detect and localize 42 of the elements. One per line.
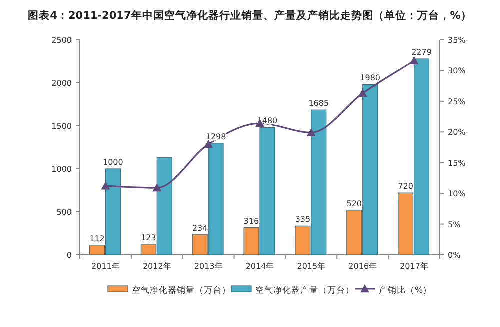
y-tick-label: 1500 xyxy=(52,122,72,131)
y2-tick-label: 25% xyxy=(448,97,466,106)
legend-label: 产销比（%） xyxy=(379,285,432,296)
x-tick-label: 2011年 xyxy=(92,262,120,271)
x-tick-label: 2014年 xyxy=(246,262,274,271)
point xyxy=(410,56,419,64)
data-label: 1685 xyxy=(308,99,330,108)
y-tick-label: 2500 xyxy=(52,36,72,45)
data-label: 720 xyxy=(398,182,414,192)
y2-tick-label: 30% xyxy=(448,66,466,76)
point xyxy=(358,88,368,98)
chart-title: 图表4：2011-2017年中国空气净化器行业销量、产量及产销比走势图（单位：万台，%） xyxy=(28,9,472,22)
y-tick-label: 500 xyxy=(56,208,72,217)
legend-label: 空气净化器销量（万台） xyxy=(132,285,231,296)
data-label: 112 xyxy=(90,234,105,244)
data-label: 316 xyxy=(244,216,260,226)
legend-label: 空气净化器产量（万台） xyxy=(256,285,354,296)
y2-tick-label: 35% xyxy=(448,36,466,45)
data-label: 335 xyxy=(295,215,311,224)
y-tick-label: 1000 xyxy=(52,165,72,174)
y2-tick-label: 0% xyxy=(448,251,462,260)
y2-tick-label: 15% xyxy=(448,158,466,168)
data-label: 1980 xyxy=(360,74,381,83)
point xyxy=(101,182,110,190)
data-label: 123 xyxy=(141,233,156,242)
x-tick-label: 2016年 xyxy=(348,262,378,271)
data-label: 1000 xyxy=(103,158,124,167)
y-tick-label: 0 xyxy=(66,251,72,260)
y2-tick-label: 10% xyxy=(448,190,466,199)
y2-tick-label: 5% xyxy=(448,220,462,230)
x-tick-label: 2013年 xyxy=(194,262,223,271)
data-label: 520 xyxy=(346,199,362,208)
point xyxy=(152,184,162,192)
y2-tick-label: 20% xyxy=(448,128,466,138)
point xyxy=(306,128,316,136)
x-tick-label: 2012年 xyxy=(142,262,172,271)
point xyxy=(204,140,214,148)
data-label: 2279 xyxy=(412,48,432,58)
data-label: 234 xyxy=(192,224,208,233)
x-tick-label: 2015年 xyxy=(297,262,326,271)
x-tick-label: 2017年 xyxy=(400,262,428,271)
y-tick-label: 2000 xyxy=(52,79,72,88)
